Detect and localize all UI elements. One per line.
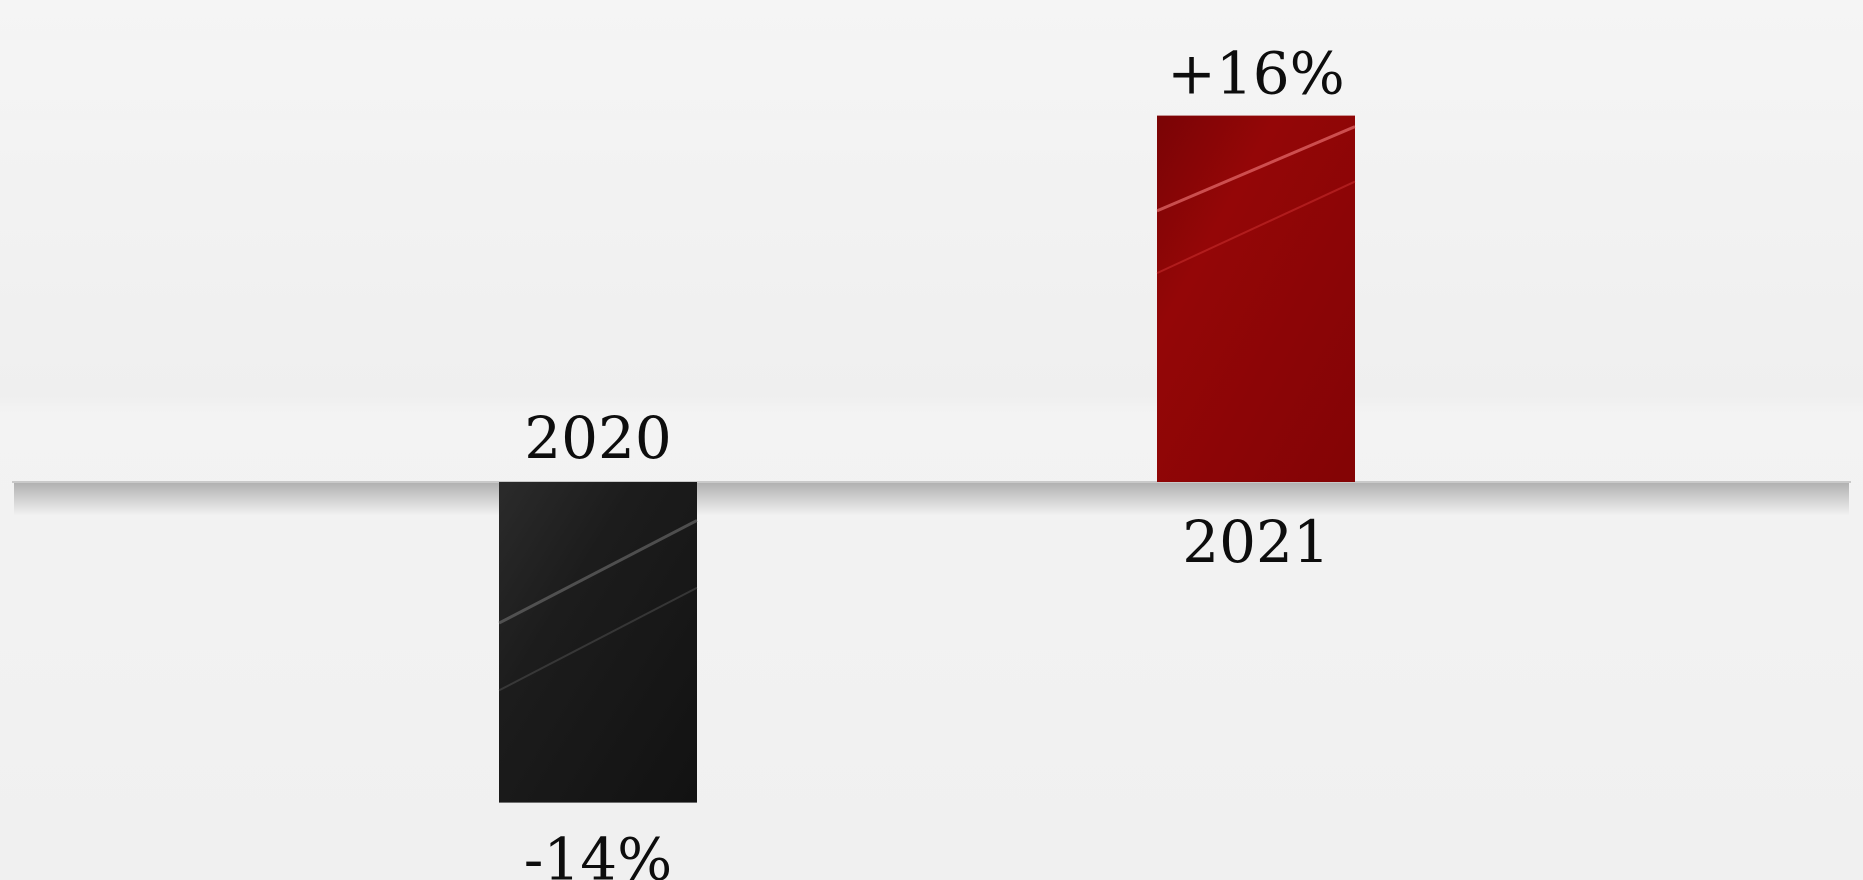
bar-highlight-secondary-2021 xyxy=(1156,180,1356,275)
bar-2020 xyxy=(499,482,697,803)
bar-highlight-secondary-2020 xyxy=(498,586,698,692)
bar-highlight-2020 xyxy=(498,519,698,625)
bar-2021 xyxy=(1157,115,1355,482)
category-label-2021: 2021 xyxy=(1182,508,1330,576)
bar-highlight-2021 xyxy=(1156,125,1356,213)
category-label-2020: 2020 xyxy=(524,404,672,472)
data-label-2020: -14% xyxy=(524,826,673,880)
data-label-2021: +16% xyxy=(1167,40,1345,108)
zero-line-shadow xyxy=(14,482,1849,516)
